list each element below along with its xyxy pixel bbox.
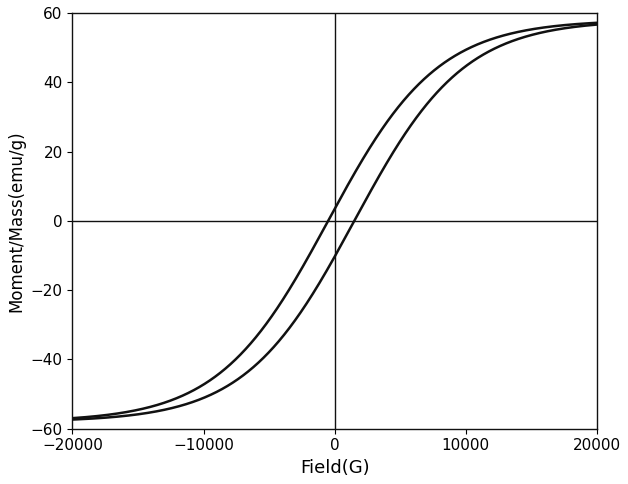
Y-axis label: Moment/Mass(emu/g): Moment/Mass(emu/g)	[7, 130, 25, 312]
X-axis label: Field(G): Field(G)	[300, 459, 369, 477]
